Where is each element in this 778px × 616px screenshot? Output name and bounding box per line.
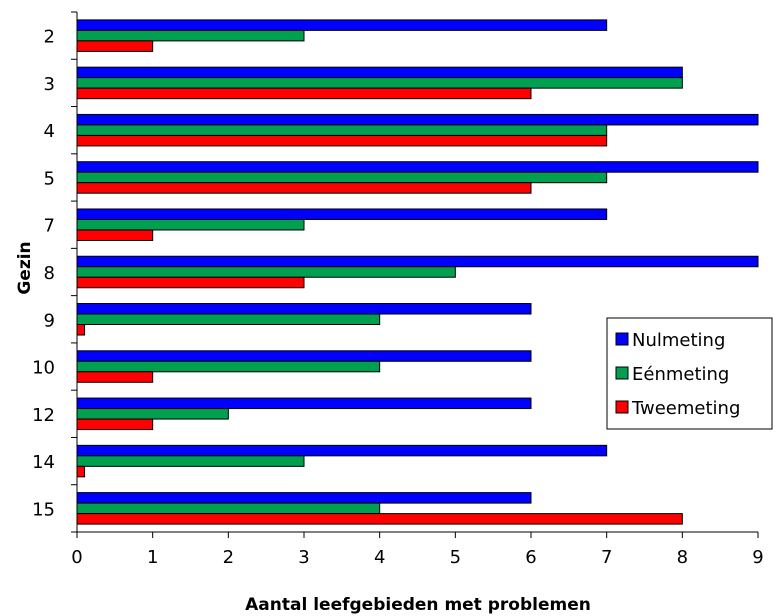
bar-eénmeting-gezin-10 — [76, 360, 381, 373]
axes-group — [71, 11, 759, 538]
y-tick-label-10: 10 — [32, 358, 55, 379]
x-tick-label-5: 5 — [450, 547, 461, 568]
bar-tweemeting-gezin-10 — [76, 371, 154, 383]
x-tick-label-7: 7 — [601, 547, 612, 568]
bar-nulmeting-gezin-4 — [76, 113, 759, 126]
bar-eénmeting-gezin-14 — [76, 455, 305, 467]
y-tick-label-2: 2 — [44, 27, 55, 48]
y-tick-label-15: 15 — [32, 499, 55, 520]
bar-nulmeting-gezin-5 — [76, 161, 759, 173]
legend-box — [606, 317, 773, 430]
bar-nulmeting-gezin-8 — [76, 255, 759, 268]
x-tick-label-2: 2 — [223, 547, 234, 568]
bar-eénmeting-gezin-5 — [76, 171, 608, 184]
x-tick-label-1: 1 — [147, 547, 158, 568]
bar-tweemeting-gezin-3 — [76, 87, 532, 100]
bar-eénmeting-gezin-12 — [76, 408, 229, 420]
y-tick-label-9: 9 — [44, 310, 55, 331]
legend-swatch-eénmeting — [615, 366, 629, 380]
bar-eénmeting-gezin-9 — [76, 313, 381, 326]
x-tick-label-6: 6 — [525, 547, 536, 568]
y-axis-title: Gezin — [15, 241, 35, 294]
bar-nulmeting-gezin-12 — [76, 397, 532, 410]
legend-swatch-nulmeting — [615, 332, 629, 346]
x-tick-label-0: 0 — [71, 547, 82, 568]
bar-tweemeting-gezin-12 — [76, 418, 154, 431]
x-tick-label-4: 4 — [374, 547, 385, 568]
bar-nulmeting-gezin-9 — [76, 303, 532, 315]
bar-eénmeting-gezin-3 — [76, 77, 683, 89]
y-tick-labels: 2 3 4 5 7 8 9 10 12 14 15 — [32, 27, 55, 521]
bar-tweemeting-gezin-8 — [76, 276, 305, 289]
y-tick-label-7: 7 — [44, 216, 55, 237]
bar-nulmeting-gezin-14 — [76, 444, 608, 457]
x-tick-label-8: 8 — [677, 547, 688, 568]
bar-tweemeting-gezin-7 — [76, 229, 154, 241]
bar-nulmeting-gezin-3 — [76, 66, 683, 79]
bar-eénmeting-gezin-8 — [76, 266, 456, 278]
bar-nulmeting-gezin-15 — [76, 492, 532, 504]
legend-swatch-tweemeting — [615, 400, 629, 414]
y-tick-label-8: 8 — [44, 263, 55, 284]
bar-nulmeting-gezin-10 — [76, 350, 532, 362]
y-tick-label-14: 14 — [32, 452, 55, 473]
y-tick-label-12: 12 — [32, 405, 55, 426]
y-tick-label-3: 3 — [44, 74, 55, 95]
legend-label-eénmeting: Eénmeting — [632, 364, 729, 385]
bar-tweemeting-gezin-9 — [76, 324, 86, 336]
bar-eénmeting-gezin-7 — [76, 218, 305, 231]
bar-tweemeting-gezin-2 — [76, 40, 154, 52]
legend-label-nulmeting: Nulmeting — [632, 330, 725, 351]
x-axis-title: Aantal leefgebieden met problemen — [245, 595, 591, 615]
bar-tweemeting-gezin-15 — [76, 513, 683, 525]
bar-tweemeting-gezin-14 — [76, 465, 86, 478]
bar-eénmeting-gezin-4 — [76, 124, 608, 136]
bar-nulmeting-gezin-2 — [76, 19, 608, 31]
x-tick-label-3: 3 — [298, 547, 309, 568]
y-tick-label-4: 4 — [44, 121, 55, 142]
bars-group — [76, 19, 759, 525]
legend: Nulmeting Eénmeting Tweemeting — [606, 317, 773, 430]
bar-nulmeting-gezin-7 — [76, 208, 608, 220]
y-tick-label-5: 5 — [44, 168, 55, 189]
bar-tweemeting-gezin-4 — [76, 134, 608, 147]
bar-tweemeting-gezin-5 — [76, 182, 532, 194]
x-tick-labels: 0 1 2 3 4 5 6 7 8 9 — [71, 547, 763, 568]
legend-label-tweemeting: Tweemeting — [631, 398, 740, 419]
bar-eénmeting-gezin-2 — [76, 29, 305, 42]
x-tick-label-9: 9 — [752, 547, 763, 568]
bar-eénmeting-gezin-15 — [76, 502, 381, 515]
